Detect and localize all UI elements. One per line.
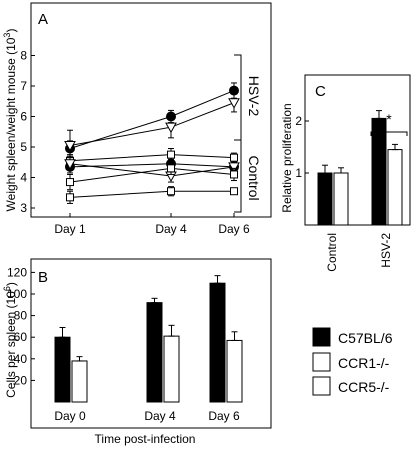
significance-star: * [386, 111, 392, 127]
y-tick-label: 20 [14, 373, 28, 387]
panel-c-bars [317, 110, 403, 226]
panel-a-axes: 3 4 5 6 7 8 Day 1 Day 4 Day 6 [20, 49, 250, 237]
x-tick-label: Day 6 [218, 222, 250, 236]
data-point-open-triangle [64, 140, 76, 152]
x-tick-label: Day 4 [144, 409, 176, 423]
panel-a-letter: A [38, 11, 48, 28]
data-point-open-square [66, 193, 74, 202]
data-point-open-triangle [64, 159, 76, 170]
data-point-open-square [230, 153, 238, 162]
series-line [69, 90, 235, 150]
bar [163, 335, 180, 403]
panel-b-frame [30, 258, 272, 429]
panel-c-y-axis-label: Relative proliferation [280, 103, 294, 212]
panel-b-letter: B [38, 269, 48, 286]
y-tick-label: 120 [7, 265, 27, 279]
data-point-open-square [66, 178, 74, 187]
data-point-open-triangle [228, 98, 240, 109]
bar [226, 339, 243, 403]
x-tick-label: Day 6 [208, 409, 240, 423]
data-point-open-square [230, 170, 238, 179]
significance-bracket [370, 131, 408, 136]
y-tick-label: 60 [14, 330, 28, 344]
panel-b-bars [54, 275, 243, 403]
y-tick-label: 40 [14, 352, 28, 366]
data-point-open-triangle [228, 162, 240, 173]
legend-swatch-c57bl6 [312, 327, 331, 347]
series-line [69, 102, 235, 146]
data-point-open-triangle [165, 122, 177, 134]
legend-label-ccr1: CCR1-/- [338, 355, 390, 371]
panel-a-y-axis-label: Weight spleen/weight mouse (103) [2, 29, 18, 212]
bar [146, 302, 163, 403]
legend: C57BL/6 CCR1-/- CCR5-/- [312, 327, 393, 396]
panel-a-frame [30, 2, 272, 218]
data-point-open-square [167, 150, 175, 159]
hsv2-bracket [234, 54, 242, 140]
panel-c-axes: 1 2 Control HSV-2 [295, 114, 393, 272]
bar [371, 117, 387, 226]
bar [209, 282, 226, 403]
y-tick-label: 100 [7, 287, 27, 301]
bar [333, 172, 349, 226]
panel-b: B Cells per spleen (106) Time post-infec… [2, 258, 272, 446]
series-line [69, 190, 234, 198]
panel-b-axes: 20 40 60 80 100 120 Day 0 Day 4 Day 6 [7, 265, 240, 423]
y-tick-label: 6 [20, 110, 27, 124]
x-tick-label: Day 4 [155, 222, 187, 236]
y-tick-label: 4 [20, 171, 27, 185]
data-point-open-square [167, 164, 175, 173]
data-point-open-square [230, 187, 238, 196]
legend-label-ccr5: CCR5-/- [338, 379, 390, 395]
y-tick-label: 8 [20, 49, 27, 63]
legend-swatch-ccr5 [312, 376, 331, 396]
x-tick-label: HSV-2 [379, 233, 393, 268]
panel-c-frame [304, 74, 411, 226]
panel-c-letter: C [315, 83, 326, 100]
bar [71, 360, 88, 403]
x-tick-label: Control [325, 233, 339, 272]
y-tick-label: 1 [295, 166, 302, 180]
panel-b-y-axis-label: Cells per spleen (106) [2, 282, 18, 398]
bar [387, 149, 403, 226]
panel-a-series [64, 82, 240, 204]
legend-swatch-ccr1 [312, 352, 331, 372]
series-line [69, 154, 235, 162]
control-bracket [234, 139, 242, 213]
bar [317, 172, 333, 226]
y-tick-label: 5 [20, 140, 27, 154]
data-point-open-square [167, 187, 175, 196]
bar [54, 336, 71, 403]
panel-a: A Weight spleen/weight mouse (103) 3 4 5 6 7… [2, 2, 272, 237]
legend-label-c57bl6: C57BL/6 [338, 330, 393, 346]
y-tick-label: 7 [20, 79, 27, 93]
control-group-label: Control [246, 155, 262, 200]
y-tick-label: 80 [14, 309, 28, 323]
x-tick-label: Day 1 [54, 222, 86, 236]
panel-b-x-axis-label: Time post-infection [95, 432, 196, 446]
x-tick-label: Day 0 [54, 409, 86, 423]
y-tick-label: 2 [295, 114, 302, 128]
y-tick-label: 3 [20, 201, 27, 215]
hsv2-group-label: HSV-2 [246, 76, 262, 117]
